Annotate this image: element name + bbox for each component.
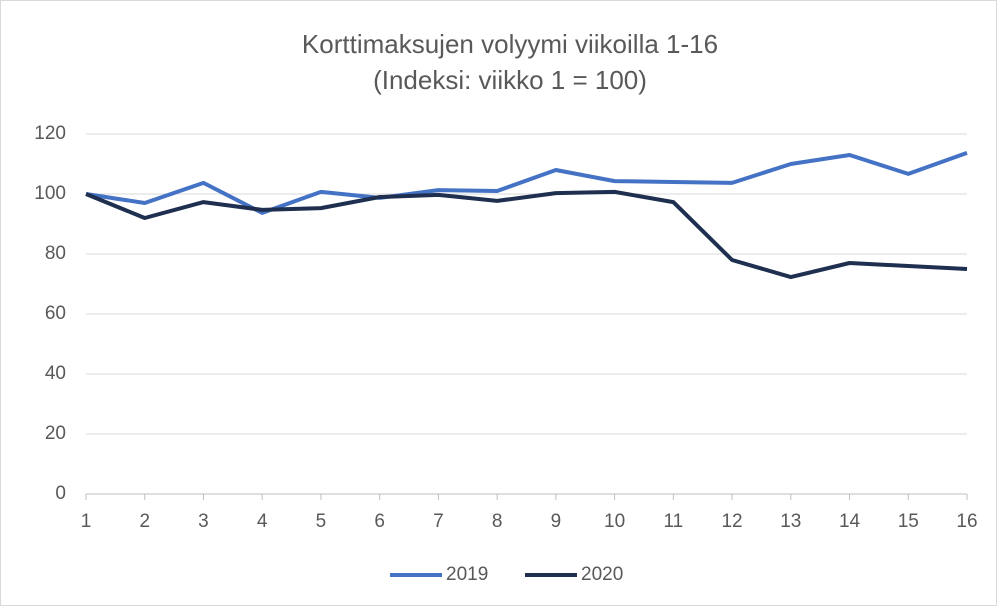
x-tick-label: 6 (374, 511, 385, 532)
chart-title: Korttimaksujen volyymi viikoilla 1-16 (302, 29, 718, 59)
series-line (85, 151, 968, 215)
x-tick-label: 8 (492, 511, 503, 532)
y-tick-label: 80 (45, 243, 66, 264)
x-tick-label: 2 (139, 511, 150, 532)
x-tick-label: 11 (663, 511, 683, 532)
x-tick-label: 15 (898, 511, 919, 532)
y-tick-label: 40 (45, 363, 66, 384)
x-tick-label: 10 (604, 511, 625, 532)
x-tick-label: 16 (956, 511, 977, 532)
y-tick-label: 60 (45, 303, 66, 324)
x-tick-label: 12 (721, 511, 742, 532)
y-tick-label: 100 (34, 183, 66, 204)
x-tick-label: 5 (316, 511, 327, 532)
x-tick-label: 3 (198, 511, 209, 532)
x-tick-label: 13 (780, 511, 801, 532)
series-line (85, 189, 968, 280)
x-tick-label: 7 (433, 511, 444, 532)
x-tick-label: 14 (839, 511, 861, 532)
x-tick-label: 1 (81, 511, 92, 532)
chart-subtitle: (Indeksi: viikko 1 = 100) (373, 65, 647, 95)
y-tick-label: 0 (55, 483, 66, 504)
legend-label: 2019 (446, 564, 488, 585)
y-tick-label: 120 (34, 123, 66, 144)
legend-label: 2020 (581, 564, 623, 585)
x-tick-label: 9 (551, 511, 562, 532)
x-tick-label: 4 (257, 511, 268, 532)
y-tick-label: 20 (45, 423, 66, 444)
